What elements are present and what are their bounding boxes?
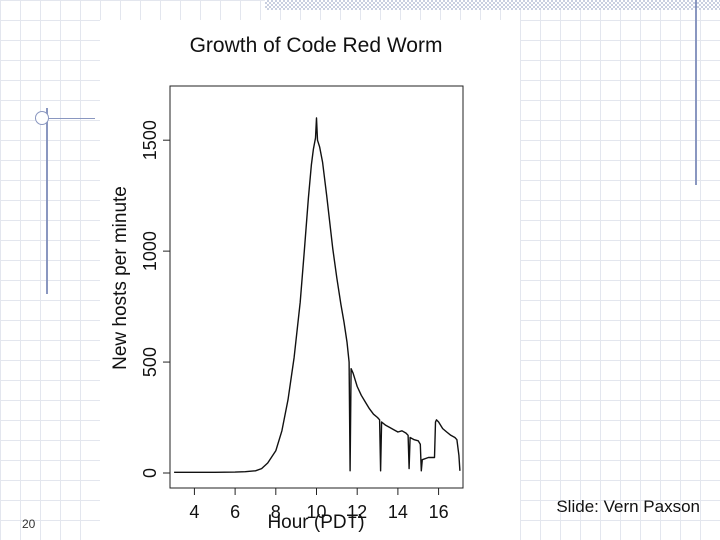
decorative-left-line [46, 108, 48, 294]
y-axis-label: New hosts per minute [110, 186, 131, 370]
y-axis-ticks: 0 500 1000 1500 [140, 120, 170, 478]
decorative-circle-icon [35, 111, 49, 125]
slide-number: 20 [22, 517, 36, 531]
y-tick-label: 1000 [140, 231, 160, 271]
plot-frame [169, 85, 464, 489]
x-tick-label: 10 [306, 502, 326, 522]
x-tick-label: 4 [189, 502, 199, 522]
x-tick-label: 16 [429, 502, 449, 522]
top-pattern-band [265, 0, 720, 10]
x-axis-label: Hour (PDT) [267, 512, 364, 533]
chart-title: Growth of Code Red Worm [190, 34, 443, 57]
x-tick-label: 14 [388, 502, 408, 522]
series-line [174, 117, 461, 473]
slide-credit: Slide: Vern Paxson [556, 497, 700, 516]
decorative-right-line [695, 0, 697, 185]
x-axis-ticks: 4 6 8 10 12 14 16 [189, 488, 449, 522]
x-tick-label: 12 [347, 502, 367, 522]
decorative-left-rule [35, 118, 95, 119]
code-red-growth-chart: Growth of Code Red Worm New hosts per mi… [110, 34, 464, 533]
x-tick-label: 8 [271, 502, 281, 522]
y-tick-label: 500 [140, 347, 160, 377]
y-tick-label: 0 [140, 468, 160, 478]
x-tick-label: 6 [230, 502, 240, 522]
y-tick-label: 1500 [140, 120, 160, 160]
